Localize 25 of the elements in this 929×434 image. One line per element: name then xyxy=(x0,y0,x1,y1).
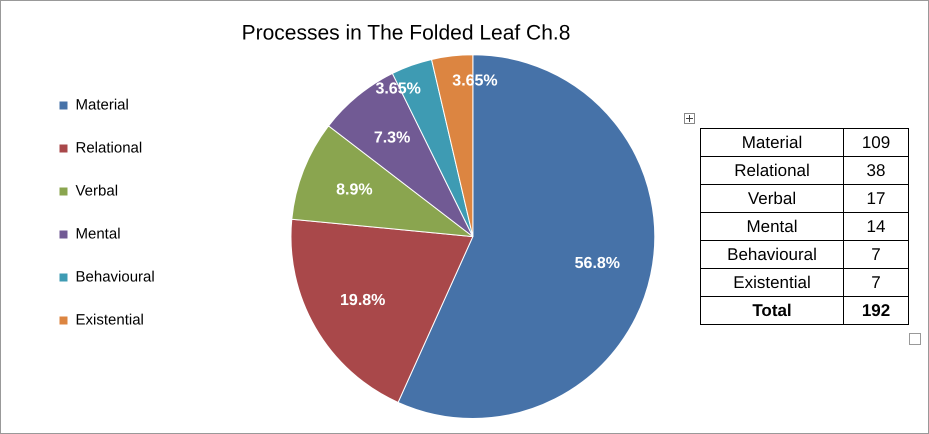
data-label: 38 xyxy=(844,156,908,184)
legend-label: Relational xyxy=(76,140,142,157)
data-label: 17 xyxy=(844,184,908,212)
category-label: Existential xyxy=(700,268,844,296)
data-label: 7 xyxy=(844,268,908,296)
category-label: Behavioural xyxy=(700,240,844,268)
chart-title: Processes in The Folded Leaf Ch.8 xyxy=(242,21,570,44)
text: 192 xyxy=(862,300,890,320)
data-label: 14 xyxy=(844,212,908,240)
category-label: Mental xyxy=(700,212,844,240)
data-label: 8.9% xyxy=(336,181,373,198)
legend-label: Verbal xyxy=(76,182,118,200)
category-label: Relational xyxy=(700,156,844,184)
legend-label: Material xyxy=(76,96,129,114)
data-label: 109 xyxy=(844,128,908,156)
legend-label: Existential xyxy=(76,312,144,329)
data-label: 19.8% xyxy=(340,292,386,309)
data-label: 7 xyxy=(844,240,908,268)
legend-label: Behavioural xyxy=(76,268,155,286)
category-label: Verbal xyxy=(700,184,844,212)
text: Total xyxy=(700,296,844,324)
data-label: 56.8% xyxy=(574,254,620,272)
data-label: 7.3% xyxy=(374,130,410,147)
category-label: Material xyxy=(700,128,844,156)
legend-label: Mental xyxy=(76,226,121,243)
